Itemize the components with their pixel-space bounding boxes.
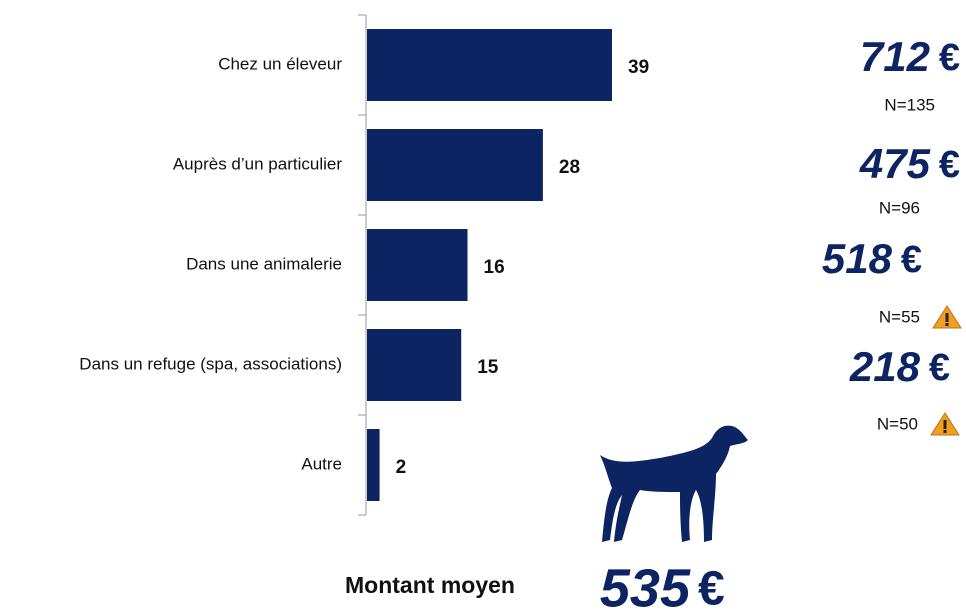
category-label: Auprès d’un particulier [173,154,342,173]
bar [367,229,468,301]
price-currency: € [901,239,922,281]
value-label: 2 [396,457,407,478]
price-currency: € [939,144,960,186]
category-label: Dans un refuge (spa, associations) [79,354,342,373]
warning-dot [945,323,949,326]
value-label: 28 [559,157,580,178]
warning-dot [943,430,947,433]
bar [367,129,543,201]
price-amount: 518 [822,235,893,282]
value-label: 15 [477,357,499,378]
value-label: 16 [484,257,505,278]
warning-mark [945,313,949,322]
sample-size: N=135 [884,95,935,114]
summary-currency: € [698,563,725,614]
dog-icon [600,425,748,542]
bar [367,429,380,501]
category-label: Dans une animalerie [186,254,342,273]
category-label: Autre [301,454,342,473]
price-currency: € [929,347,950,389]
sample-size: N=50 [877,414,918,433]
sample-size: N=55 [879,307,920,326]
price-currency: € [939,37,960,79]
sample-size: N=96 [879,198,920,217]
price-amount: 712 [860,33,930,80]
bar [367,29,612,101]
warning-mark [943,420,947,429]
value-label: 39 [628,57,649,78]
price-amount: 475 [859,140,931,187]
summary-amount: 535 [600,558,691,614]
summary-label: Montant moyen [345,572,515,598]
category-label: Chez un éleveur [218,54,342,73]
bar [367,329,462,401]
price-amount: 218 [849,343,921,390]
